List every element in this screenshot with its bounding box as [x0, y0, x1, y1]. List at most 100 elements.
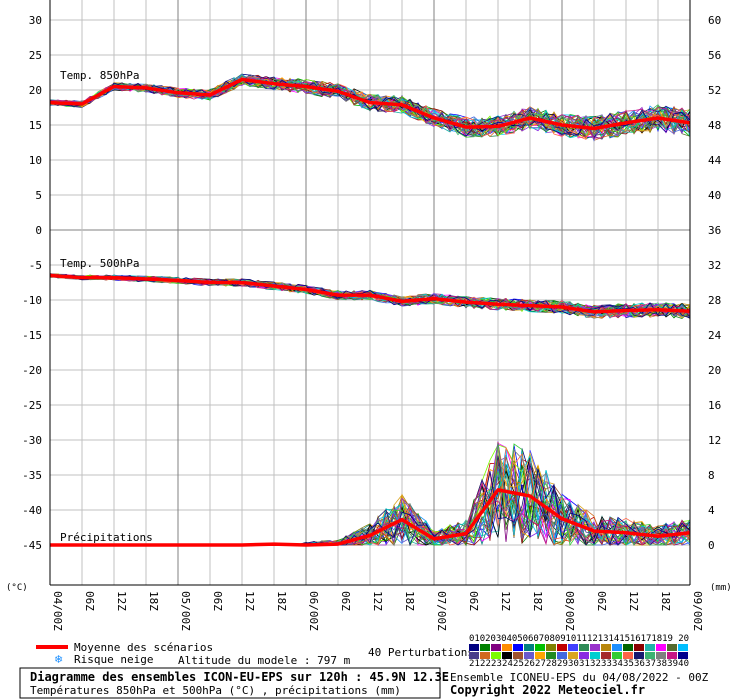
member-swatch: [535, 652, 545, 659]
footer-run: Ensemble ICONEU-EPS du 04/08/2022 - 00Z: [450, 671, 709, 684]
member-swatch: [612, 644, 622, 651]
x-tick-label: 18Z: [275, 591, 288, 611]
x-tick-label: 18Z: [147, 591, 160, 611]
left-tick-label: -45: [22, 539, 42, 552]
x-tick-label: 12Z: [499, 591, 512, 611]
left-axis-unit: (°C): [6, 583, 28, 593]
x-tick-label: 18Z: [531, 591, 544, 611]
footer-title: Diagramme des ensembles ICON-EU-EPS sur …: [30, 670, 449, 684]
right-tick-label: 52: [708, 84, 721, 97]
x-tick-label: 07/00Z: [435, 591, 448, 631]
snowflake-icon: ❄: [54, 653, 63, 666]
left-tick-label: 10: [29, 154, 42, 167]
x-tick-label: 05/00Z: [179, 591, 192, 631]
right-tick-label: 20: [708, 364, 721, 377]
t500-mean-line: [49, 273, 691, 314]
member-color-swatches: [469, 644, 688, 659]
left-tick-label: 5: [35, 189, 42, 202]
member-swatch: [524, 652, 534, 659]
left-tick-label: -35: [22, 469, 42, 482]
member-swatch: [502, 644, 512, 651]
right-tick-label: 56: [708, 49, 721, 62]
precip-mean-line: [50, 488, 691, 547]
member-swatch: [623, 644, 633, 651]
x-tick-label: 04/00Z: [51, 591, 64, 631]
right-tick-label: 60: [708, 14, 721, 27]
x-tick-label: 09/00Z: [691, 591, 704, 631]
member-swatch: [656, 644, 666, 651]
member-swatch: [579, 644, 589, 651]
t850-panel-title: Temp. 850hPa: [60, 69, 139, 82]
x-tick-label: 12Z: [243, 591, 256, 611]
t850-member-line: [49, 79, 691, 137]
right-tick-label: 28: [708, 294, 721, 307]
member-swatch: [634, 644, 644, 651]
member-swatch: [678, 652, 688, 659]
member-swatch: [546, 644, 556, 651]
member-swatch: [513, 644, 523, 651]
member-swatch: [601, 652, 611, 659]
member-swatch: [612, 652, 622, 659]
member-swatch: [502, 652, 512, 659]
member-swatch: [568, 644, 578, 651]
precip-panel-title: Précipitations: [60, 531, 153, 544]
snow-legend-label: Risque neige: [74, 653, 153, 666]
x-tick-label: 06Z: [211, 591, 224, 611]
member-swatch: [535, 644, 545, 651]
left-tick-label: -5: [29, 259, 42, 272]
x-tick-label: 12Z: [627, 591, 640, 611]
right-tick-label: 36: [708, 224, 721, 237]
right-tick-label: 32: [708, 259, 721, 272]
footer-copyright: Copyright 2022 Meteociel.fr: [450, 683, 645, 697]
x-tick-label: 06Z: [83, 591, 96, 611]
left-tick-label: -40: [22, 504, 42, 517]
ensemble-mean-lines: [49, 77, 691, 547]
mean-legend-label: Moyenne des scénarios: [74, 641, 213, 654]
x-tick-label: 08/00Z: [563, 591, 576, 631]
member-swatch: [656, 652, 666, 659]
member-swatch: [524, 644, 534, 651]
footer-subtitle: Températures 850hPa et 500hPa (°C) , pré…: [30, 684, 401, 697]
member-swatch: [491, 652, 501, 659]
right-tick-label: 24: [708, 329, 722, 342]
member-swatch: [557, 652, 567, 659]
left-tick-label: -25: [22, 399, 42, 412]
right-tick-label: 4: [708, 504, 715, 517]
left-tick-label: 25: [29, 49, 42, 62]
member-swatch: [513, 652, 523, 659]
footer-box: [19, 667, 441, 699]
member-swatch: [601, 644, 611, 651]
member-swatch: [480, 652, 490, 659]
x-tick-label: 06Z: [339, 591, 352, 611]
left-tick-label: 20: [29, 84, 42, 97]
x-tick-label: 18Z: [659, 591, 672, 611]
member-swatch: [469, 652, 479, 659]
left-tick-label: 15: [29, 119, 42, 132]
member-swatch: [623, 652, 633, 659]
right-tick-label: 12: [708, 434, 721, 447]
right-tick-label: 44: [708, 154, 722, 167]
right-axis-unit: (mm): [710, 583, 732, 593]
left-tick-label: 30: [29, 14, 42, 27]
member-swatch: [590, 652, 600, 659]
right-tick-label: 8: [708, 469, 715, 482]
left-tick-label: 0: [35, 224, 42, 237]
left-tick-label: -30: [22, 434, 42, 447]
left-tick-label: -20: [22, 364, 42, 377]
member-swatch: [645, 652, 655, 659]
right-tick-label: 48: [708, 119, 721, 132]
member-swatch: [491, 644, 501, 651]
x-tick-label: 06Z: [595, 591, 608, 611]
x-tick-label: 12Z: [115, 591, 128, 611]
member-numbers-top: 01020304050607080910111213141516171819 2…: [469, 634, 689, 644]
right-tick-label: 40: [708, 189, 721, 202]
t850-mean-line: [49, 77, 691, 131]
x-tick-label: 12Z: [371, 591, 384, 611]
t500-panel-title: Temp. 500hPa: [60, 257, 139, 270]
member-swatch: [667, 644, 677, 651]
member-swatch: [590, 644, 600, 651]
member-swatch: [645, 644, 655, 651]
member-swatch: [568, 652, 578, 659]
